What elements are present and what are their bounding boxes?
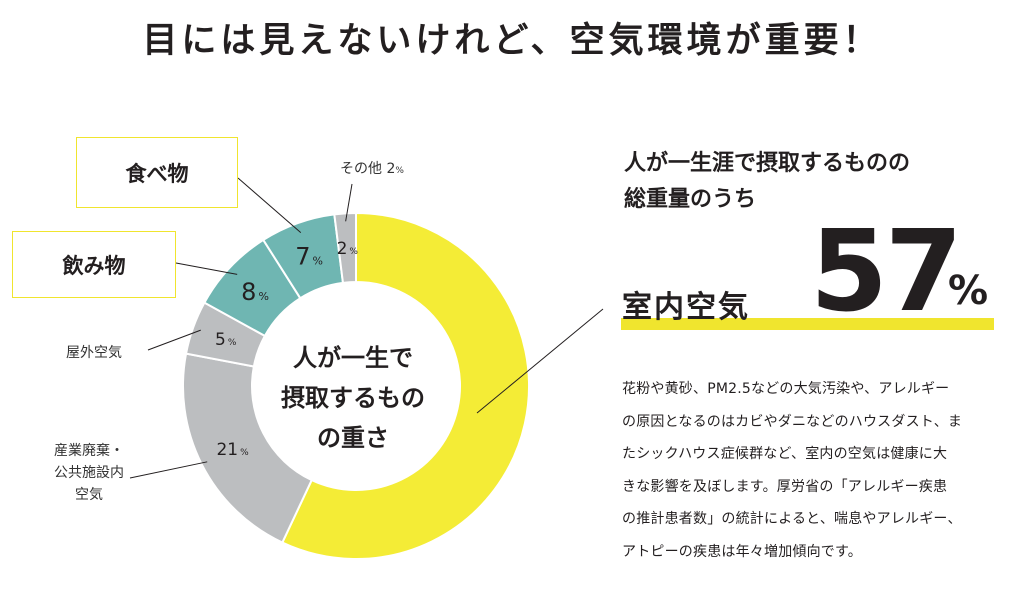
slice-value-label: 5% <box>215 330 237 350</box>
food-label: 食べ物 <box>125 161 189 186</box>
outdoor-air-leader-line <box>147 329 201 351</box>
drink-label-box: 飲み物 <box>12 231 176 298</box>
waste-label: 産業廃棄・ 公共施設内 空気 <box>54 443 124 503</box>
other-leader-line <box>345 183 353 222</box>
highlight-underline <box>621 318 994 330</box>
body-line: たシックハウス症候群など、室内の空気は健康に大 <box>622 446 948 462</box>
other-label: その他 2% <box>340 161 404 177</box>
food-leader-line <box>237 177 302 234</box>
slice-value-label: 7% <box>295 243 323 271</box>
donut-center-text: 人が一生で 摂取するもの の重さ <box>281 344 425 452</box>
highlight-unit: % <box>948 268 989 314</box>
drink-label: 飲み物 <box>62 253 126 278</box>
donut-slice <box>281 211 530 560</box>
slice-value-label: 8% <box>241 278 269 306</box>
highlight-label: 室内空気 <box>622 290 750 325</box>
donut-slice <box>333 211 357 284</box>
outdoor-air-label: 屋外空気 <box>66 345 122 361</box>
food-label-box: 食べ物 <box>76 137 238 208</box>
slice-value-label: 2% <box>337 239 359 259</box>
body-line: きな影響を及ぼします。厚労省の「アレルギー疾患 <box>622 478 948 495</box>
indoor-air-leader-line <box>476 308 604 414</box>
body-line: の原因となるのはカビやダニなどのハウスダスト、ま <box>622 413 963 430</box>
waste-leader-line <box>129 461 208 479</box>
body-line: 花粉や黄砂、PM2.5などの大気汚染や、アレルギー <box>622 381 950 397</box>
donut-chart: 21 % 5 % 8 % 7 % 2% <box>129 177 604 560</box>
highlight-heading: 人が一生涯で摂取するものの 総重量のうち <box>624 151 911 212</box>
drink-leader-line <box>175 262 238 275</box>
body-paragraph: 花粉や黄砂、PM2.5などの大気汚染や、アレルギー の原因となるのはカビやダニな… <box>622 373 1014 568</box>
highlight-value: 57 <box>810 207 963 337</box>
page-headline: 目には見えないけれど、空気環境が重要！ <box>142 21 882 61</box>
body-line: の推計患者数」の統計によると、喘息やアレルギー、 <box>622 511 962 527</box>
slice-value-label: 21% <box>216 440 249 460</box>
body-line: アトピーの疾患は年々増加傾向です。 <box>622 543 862 560</box>
